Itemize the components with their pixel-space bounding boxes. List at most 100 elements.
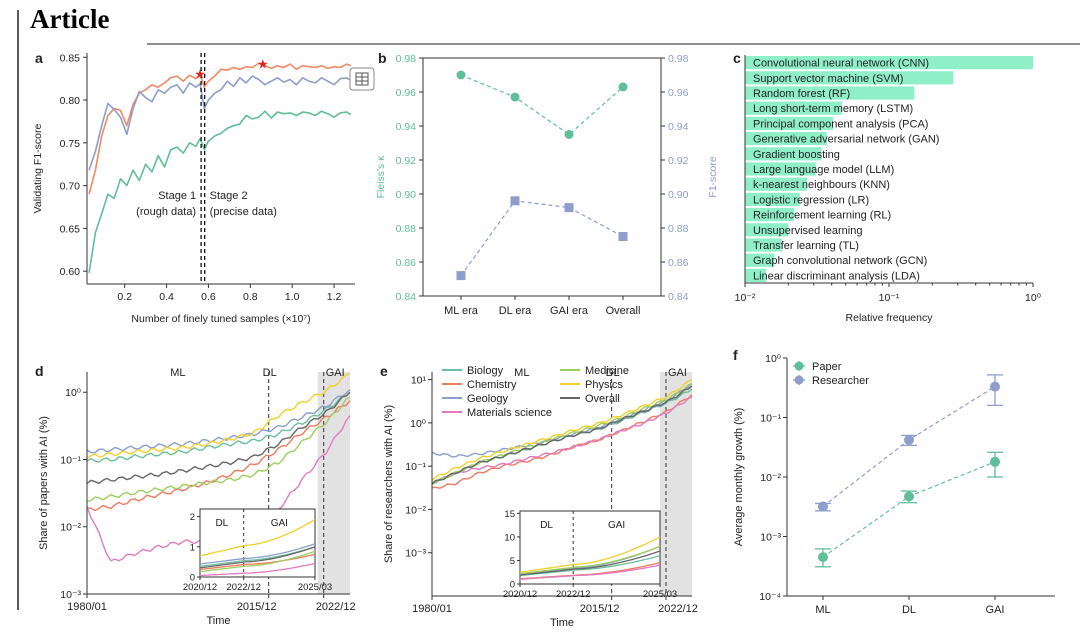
panel-f-point bbox=[818, 501, 828, 512]
panel-f-ytick-label: 10⁻¹ bbox=[760, 413, 781, 425]
panel-e-series-line bbox=[431, 396, 693, 484]
panel-c-bar bbox=[745, 116, 834, 130]
panel-e-legend-label: Biology bbox=[467, 365, 504, 377]
panel-c-bar bbox=[745, 147, 822, 161]
panel-f-ytick-label: 10⁰ bbox=[765, 353, 782, 365]
panel-d-inset-xtick-label: 2025/03 bbox=[298, 582, 332, 593]
panel-f-point bbox=[904, 491, 914, 502]
panel-c-bar-label: Long short-term memory (LSTM) bbox=[753, 103, 913, 115]
panel-f-ytick-label: 10⁻³ bbox=[760, 532, 781, 544]
panel-d-ytick-label: 10⁻³ bbox=[60, 589, 81, 601]
panel-a-ytick-label: 0.80 bbox=[60, 95, 81, 107]
panel-d-ytick-label: 10⁰ bbox=[65, 387, 82, 399]
panel-b-ytick-label-right: 0.96 bbox=[668, 87, 689, 99]
panel-c-bar bbox=[745, 56, 1033, 70]
panel-b-xtick-label: Overall bbox=[606, 305, 641, 317]
panel-b-f1-point bbox=[510, 196, 520, 206]
panel-a-xtick-label: 1.2 bbox=[327, 291, 342, 303]
panel-b-kappa-line bbox=[460, 74, 624, 136]
panel-c-bar bbox=[745, 268, 767, 282]
panel-c-bar-label: Graph convolutional network (GCN) bbox=[753, 255, 927, 267]
panel-e-legend-label: Physics bbox=[585, 379, 623, 391]
panel-f-legend-label: Researcher bbox=[812, 375, 869, 387]
panel-c-bar bbox=[745, 253, 775, 267]
panel-f-xtick-label: ML bbox=[815, 604, 830, 616]
panel-c-bar-label: Reinforcement learning (RL) bbox=[753, 210, 891, 222]
panel-a-series-line bbox=[88, 110, 352, 274]
panel-d-xlabel: Time bbox=[206, 615, 230, 627]
panel-c-xtick-label: 10⁻¹ bbox=[879, 292, 900, 304]
panel-e-gai-shade bbox=[660, 372, 692, 596]
panel-d-inset-era-label: GAI bbox=[271, 518, 288, 529]
panel-e-inset-era-label: GAI bbox=[608, 520, 625, 531]
panel-b-ytick-label-right: 0.98 bbox=[668, 53, 689, 65]
panel-b-f1-line bbox=[460, 200, 624, 276]
panel-d-era-label: DL bbox=[263, 367, 277, 379]
panel-f-point bbox=[990, 456, 1000, 467]
panel-e-inset-ytick-label: 10 bbox=[504, 532, 515, 543]
panel-d-inset-xtick-label: 2020/12 bbox=[183, 582, 217, 593]
panel-d-inset-line bbox=[199, 546, 316, 569]
panel-d-era-label: ML bbox=[170, 367, 185, 379]
panel-e-inset-line bbox=[519, 545, 661, 575]
panel-e-inset-xtick-label: 2025/03 bbox=[643, 589, 677, 600]
panel-b-ylabel-right: F1-score bbox=[707, 156, 719, 198]
panel-e-inset-xtick-label: 2020/12 bbox=[503, 589, 537, 600]
panel-e-xtick-label: 2022/12 bbox=[658, 603, 698, 615]
panel-b-ytick-label-right: 0.90 bbox=[668, 189, 689, 201]
panel-e-xtick-label: 1980/01 bbox=[412, 603, 452, 615]
panel-e-legend-label: Overall bbox=[585, 393, 620, 405]
panel-d-ylabel: Share of papers with AI (%) bbox=[38, 416, 50, 550]
panel-e-inset-era-label: DL bbox=[540, 520, 553, 531]
panel-c-bar-label: Large language model (LLM) bbox=[753, 164, 894, 176]
panel-f-legend-marker bbox=[794, 375, 804, 385]
table-view-icon bbox=[349, 67, 375, 91]
panel-c-bar-label: Gradient boosting bbox=[753, 149, 840, 161]
panel-b-ytick-label-right: 0.84 bbox=[668, 291, 689, 303]
panel-e-series-line bbox=[431, 378, 693, 481]
panel-d-inset-ytick-label: 1 bbox=[190, 542, 195, 553]
panel-d-series-line bbox=[86, 388, 351, 454]
panel-c-bar bbox=[745, 101, 842, 115]
panel-b-ytick-label-left: 0.90 bbox=[396, 189, 417, 201]
panel-c-bar-label: Support vector machine (SVM) bbox=[753, 73, 903, 85]
panel-d-inset-line bbox=[199, 519, 316, 557]
panel-c-xtick-label: 10⁰ bbox=[1025, 292, 1042, 304]
panel-a-xtick-label: 1.0 bbox=[285, 291, 300, 303]
panel-a-xtick-label: 0.6 bbox=[201, 291, 216, 303]
panel-f-xtick-label: DL bbox=[902, 604, 916, 616]
panel-e-legend-label: Geology bbox=[467, 393, 508, 405]
panel-c-bar-label: Logistic regression (LR) bbox=[753, 194, 869, 206]
panel-e-legend-label: Materials science bbox=[467, 407, 552, 419]
panel-b-kappa-point bbox=[510, 92, 520, 102]
panel-b-ytick-label-left: 0.84 bbox=[396, 291, 417, 303]
panel-b-xtick-label: GAI era bbox=[550, 305, 589, 317]
panel-c-bar bbox=[745, 86, 915, 100]
panel-a-annotation: (precise data) bbox=[210, 206, 277, 218]
panel-e-inset-ytick-label: 5 bbox=[510, 556, 515, 567]
panel-b-ytick-label-right: 0.86 bbox=[668, 257, 689, 269]
panel-d-inset-xtick-label: 2022/12 bbox=[227, 582, 261, 593]
panel-d-inset-line bbox=[199, 553, 316, 571]
panel-e-ylabel: Share of researchers with AI (%) bbox=[383, 405, 395, 563]
panel-c-bar bbox=[745, 192, 800, 206]
panel-c-bar bbox=[745, 177, 808, 191]
panel-c-bar-label: Random forest (RF) bbox=[753, 88, 850, 100]
panel-d-series-line bbox=[86, 400, 351, 512]
panel-f-xtick-label: GAI bbox=[986, 604, 1005, 616]
panel-e-ytick-label: 10⁻² bbox=[405, 504, 426, 516]
panel-e-ytick-label: 10¹ bbox=[411, 375, 427, 387]
panel-c-bar bbox=[745, 223, 789, 237]
panel-b-axes bbox=[422, 57, 662, 297]
panel-c-bar-label: Transfer learning (TL) bbox=[753, 240, 859, 252]
panel-e-axes bbox=[431, 372, 692, 597]
panel-f-point bbox=[818, 552, 828, 563]
panel-b-ytick-label-left: 0.96 bbox=[396, 87, 417, 99]
panel-e-ytick-label: 10⁻³ bbox=[405, 548, 426, 560]
panel-b-ytick-label-left: 0.98 bbox=[396, 53, 417, 65]
panel-d-axes bbox=[86, 372, 350, 595]
panel-e-era-label: ML bbox=[514, 367, 529, 379]
panel-e-era-label: GAI bbox=[668, 367, 687, 379]
panel-a-xtick-label: 0.2 bbox=[117, 291, 132, 303]
page-title: Article bbox=[30, 4, 109, 34]
